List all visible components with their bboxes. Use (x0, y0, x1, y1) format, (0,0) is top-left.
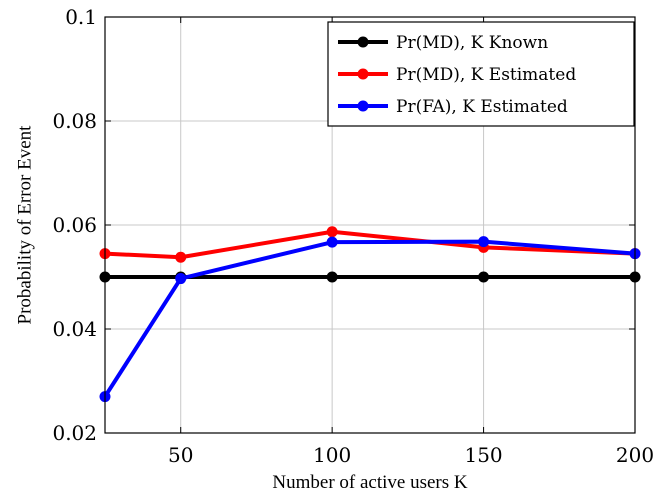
x-tick-label: 200 (616, 443, 654, 467)
y-axis-label: Probability of Error Event (15, 125, 36, 325)
series-line (103, 239, 636, 398)
y-tick-label: 0.02 (52, 421, 97, 445)
legend-item: Pr(MD), K Known (338, 33, 548, 53)
legend-item: Pr(FA), K Estimated (338, 97, 568, 117)
data-point (326, 226, 338, 238)
y-tick-label: 0.06 (52, 213, 97, 237)
x-tick-label: 100 (313, 443, 351, 467)
data-point (326, 271, 338, 283)
legend-label: Pr(FA), K Estimated (396, 97, 568, 117)
data-point (326, 236, 338, 248)
data-point (175, 251, 187, 263)
x-tick-label: 150 (464, 443, 502, 467)
y-tick-label: 0.08 (52, 109, 97, 133)
legend: Pr(MD), K Known Pr(MD), K Estimated Pr(FA)… (327, 21, 635, 127)
y-tick-label: 0.04 (52, 317, 97, 341)
y-tick-label: 0.1 (65, 5, 97, 29)
legend-marker (357, 68, 369, 80)
axis-ticks: 50 100 150 200 0.02 0.04 0.06 0.08 0.1 (52, 5, 654, 467)
data-point (175, 273, 187, 285)
legend-item: Pr(MD), K Estimated (338, 65, 576, 85)
data-point (478, 236, 490, 248)
legend-marker (357, 36, 369, 48)
legend-label: Pr(MD), K Estimated (396, 65, 576, 85)
data-point (478, 271, 490, 283)
x-axis-label: Number of active users K (272, 472, 467, 493)
x-tick-label: 50 (168, 443, 193, 467)
series-lines (99, 226, 641, 403)
legend-marker (357, 100, 369, 112)
legend-label: Pr(MD), K Known (396, 33, 548, 53)
